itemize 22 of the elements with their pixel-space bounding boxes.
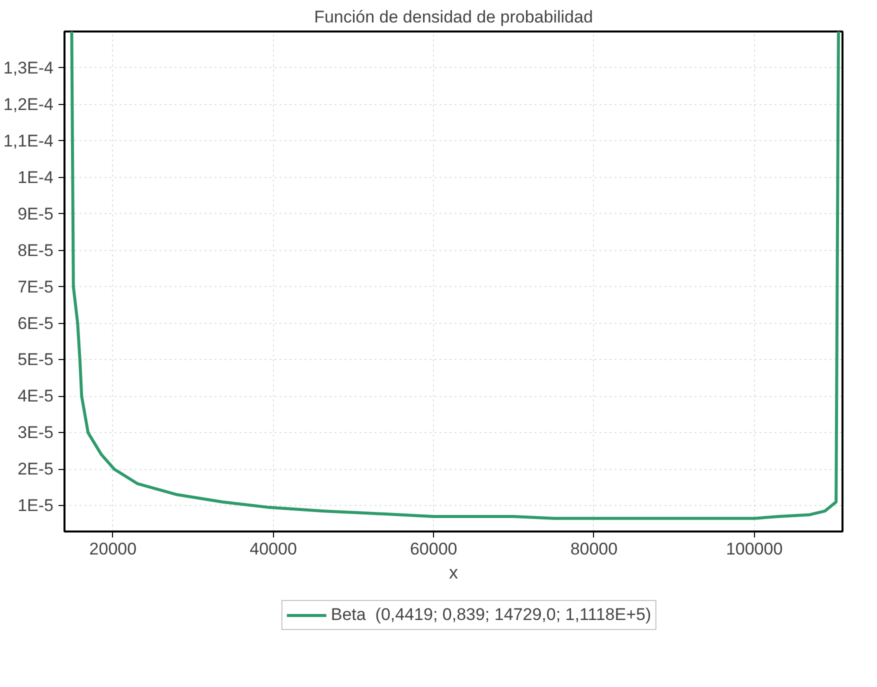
x-tick-label: 20000 — [89, 540, 137, 558]
y-tick-label: 7E-5 — [18, 277, 54, 296]
y-tick-label: 1,3E-4 — [3, 58, 54, 78]
x-tick-label: 40000 — [250, 540, 297, 558]
y-tick-label: 4E-5 — [18, 386, 54, 406]
y-tick-label: 5E-5 — [18, 350, 54, 370]
y-tick-label: 3E-5 — [18, 423, 54, 442]
x-tick-label: 100000 — [726, 540, 783, 558]
y-tick-label: 6E-5 — [18, 314, 54, 333]
y-tick-label: 2E-5 — [18, 460, 54, 479]
legend-label: Beta (0,4419; 0,839; 14729,0; 1,1118E+5) — [330, 605, 652, 625]
y-tick-label: 1,1E-4 — [3, 131, 54, 150]
y-tick-label: 1E-5 — [18, 496, 54, 516]
y-tick-label: 8E-5 — [18, 240, 54, 260]
y-tick-label: 1,2E-4 — [3, 94, 54, 114]
line-series — [70, 32, 840, 520]
y-tick-label: 9E-5 — [18, 204, 54, 224]
x-tick-label: 80000 — [570, 540, 618, 558]
x-axis-title: x — [449, 562, 458, 582]
x-tick-label: 60000 — [410, 540, 458, 558]
chart-title: Función de densidad de probabilidad — [314, 8, 593, 26]
y-tick-label: 1E-4 — [18, 168, 54, 187]
